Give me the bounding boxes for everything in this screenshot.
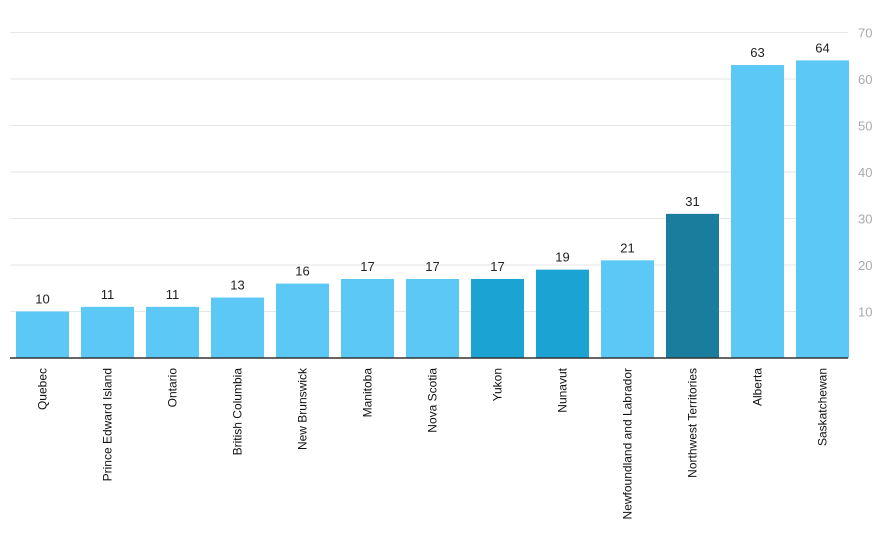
bar [471, 278, 524, 358]
bar [81, 306, 134, 358]
y-tick-label: 30 [858, 212, 872, 227]
x-tick-label: Alberta [751, 368, 765, 406]
bar [666, 213, 719, 358]
x-tick-label: Nunavut [556, 367, 570, 412]
bar [211, 297, 264, 358]
x-tick-label: Ontario [166, 368, 180, 408]
data-label: 10 [35, 292, 49, 307]
y-tick-label: 60 [858, 72, 872, 87]
x-tick-label: Nova Scotia [426, 368, 440, 433]
x-tick-label: Saskatchewan [816, 368, 830, 446]
data-label: 13 [230, 278, 244, 293]
bar [536, 269, 589, 358]
bar [16, 311, 69, 358]
x-tick-label: New Brunswick [296, 367, 310, 450]
bar [796, 60, 849, 359]
bar [406, 278, 459, 358]
y-tick-label: 50 [858, 119, 872, 134]
bar [601, 260, 654, 358]
bar [731, 65, 784, 359]
data-label: 21 [620, 240, 634, 255]
y-axis-ticks: 10 20 30 40 50 60 70 [858, 26, 872, 320]
data-label: 31 [685, 194, 699, 209]
x-tick-label: Manitoba [361, 368, 375, 418]
data-label: 17 [490, 259, 504, 274]
x-tick-label: Newfoundland and Labrador [621, 368, 635, 519]
x-tick-label: Yukon [491, 368, 505, 401]
data-label: 19 [555, 250, 569, 265]
bar [146, 306, 199, 358]
data-label: 64 [815, 40, 829, 55]
y-tick-label: 10 [858, 305, 872, 320]
value-labels: 10 11 11 13 16 17 17 17 19 21 31 63 64 [35, 40, 829, 306]
gridlines [10, 32, 848, 312]
x-tick-label: Northwest Territories [686, 368, 700, 478]
y-tick-label: 70 [858, 26, 872, 41]
data-label: 16 [295, 264, 309, 279]
category-labels: Quebec Prince Edward Island Ontario British… [36, 367, 830, 519]
bars [16, 60, 849, 359]
data-label: 11 [101, 287, 115, 302]
y-tick-label: 40 [858, 165, 872, 180]
bar [341, 278, 394, 358]
x-tick-label: Quebec [36, 368, 50, 410]
x-tick-label: Prince Edward Island [101, 368, 115, 481]
x-tick-label: British Columbia [231, 368, 245, 456]
data-label: 63 [750, 45, 764, 60]
data-label: 17 [360, 259, 374, 274]
y-tick-label: 20 [858, 258, 872, 273]
bar [276, 283, 329, 358]
data-label: 17 [425, 259, 439, 274]
data-label: 11 [166, 287, 180, 302]
